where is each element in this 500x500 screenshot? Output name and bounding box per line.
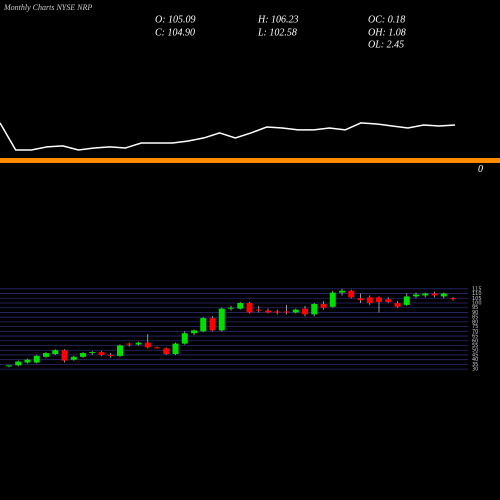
candle-body	[80, 353, 86, 357]
candle-body	[274, 311, 281, 313]
candle-body	[431, 293, 438, 296]
candle-body	[422, 293, 429, 296]
candle-body	[117, 345, 123, 356]
y-tick-label: 85	[472, 315, 478, 321]
candle-body	[348, 290, 355, 298]
y-tick-label: 80	[472, 319, 478, 325]
candle-body	[440, 293, 447, 297]
candle-body	[228, 307, 234, 309]
candle-body	[126, 343, 133, 345]
y-tick-label: 75	[472, 324, 478, 330]
candle-body	[163, 348, 170, 354]
reference-label: 0	[478, 164, 483, 175]
y-tick-label: 90	[472, 310, 478, 316]
ohlc-stat: C: 104.90	[155, 27, 195, 38]
candle-body	[413, 294, 419, 297]
candle-body	[292, 309, 299, 313]
candle-body	[6, 365, 12, 367]
candle-body	[209, 318, 216, 331]
candle-body	[302, 308, 308, 315]
y-tick-label: 60	[472, 338, 478, 344]
ohlc-stat: OC: 0.18	[368, 14, 405, 25]
candle-body	[144, 342, 151, 348]
candle-body	[33, 355, 40, 363]
candle-body	[52, 350, 59, 354]
candle-body	[191, 330, 197, 334]
candle-body	[339, 290, 345, 293]
candle-body	[329, 292, 336, 307]
y-tick-label: 95	[472, 305, 478, 311]
candle-body	[172, 343, 179, 354]
candle-body	[89, 352, 96, 354]
y-tick-label: 70	[472, 329, 478, 335]
candle-body	[70, 356, 77, 360]
candle-body	[246, 303, 253, 313]
y-tick-label: 115	[472, 286, 482, 292]
candle-body	[283, 311, 290, 313]
candle-body	[98, 352, 105, 355]
candle-body	[181, 333, 188, 344]
candle-body	[403, 296, 410, 305]
ohlc-stat: O: 105.09	[155, 14, 196, 25]
ohlc-stat: H: 106.23	[257, 14, 299, 25]
candle-body	[237, 303, 244, 309]
candle-body	[107, 354, 114, 356]
y-tick-label: 110	[472, 291, 482, 297]
candle-body	[265, 310, 271, 313]
candle-body	[24, 359, 31, 363]
candle-body	[311, 303, 318, 315]
candle-body	[366, 297, 373, 303]
chart-title: Monthly Charts NYSE NRP	[3, 3, 92, 12]
candle-body	[218, 308, 225, 331]
ohlc-stat: L: 102.58	[257, 27, 297, 38]
candle-body	[15, 361, 22, 366]
y-tick-label: 100	[472, 301, 482, 307]
y-tick-label: 40	[472, 357, 478, 363]
candle-body	[394, 303, 401, 307]
y-tick-label: 55	[472, 343, 478, 349]
ohlc-stat: OH: 1.08	[368, 27, 406, 38]
candle-body	[154, 347, 160, 349]
candle-body	[357, 298, 364, 301]
y-tick-label: 45	[472, 352, 478, 358]
candle-body	[200, 318, 207, 332]
y-tick-label: 105	[472, 296, 482, 302]
y-tick-label: 65	[472, 334, 478, 340]
candle-body	[450, 298, 456, 300]
y-tick-label: 50	[472, 348, 478, 354]
y-tick-label: 35	[472, 362, 478, 368]
candle-body	[385, 299, 392, 303]
candle-body	[135, 342, 142, 345]
indicator-line	[0, 122, 456, 151]
candle-body	[376, 297, 382, 303]
candle-body	[320, 303, 327, 308]
candle-body	[43, 353, 49, 357]
y-tick-label: 30	[472, 367, 478, 373]
ohlc-stat: OL: 2.45	[368, 39, 404, 50]
candle-body	[255, 309, 262, 311]
candle-body	[61, 350, 68, 361]
